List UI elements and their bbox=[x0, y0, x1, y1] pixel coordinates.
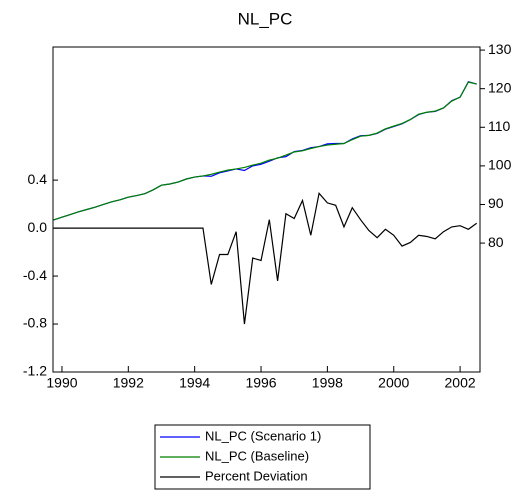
x-tick-label: 1992 bbox=[113, 375, 144, 391]
plot-frame bbox=[52, 46, 481, 373]
x-tick-label: 2002 bbox=[445, 375, 476, 391]
series-line bbox=[53, 191, 478, 325]
legend-label: NL_PC (Baseline) bbox=[205, 448, 309, 463]
y-tick-label: 0.0 bbox=[28, 219, 48, 235]
y2-tick-label: 80 bbox=[488, 234, 504, 250]
x-tick-label: 1998 bbox=[312, 375, 343, 391]
chart-title: NL_PC bbox=[238, 9, 293, 28]
x-tick-label: 1996 bbox=[245, 375, 276, 391]
legend-label: Percent Deviation bbox=[205, 468, 308, 483]
y-tick-label: -0.4 bbox=[23, 267, 47, 283]
y-tick-label: -0.8 bbox=[23, 315, 47, 331]
y-tick-label: -1.2 bbox=[23, 363, 47, 379]
y2-tick-label: 90 bbox=[488, 195, 504, 211]
x-tick-label: 2000 bbox=[378, 375, 409, 391]
y2-tick-label: 120 bbox=[488, 79, 512, 95]
y2-tick-label: 130 bbox=[488, 41, 512, 57]
x-tick-label: 1990 bbox=[46, 375, 77, 391]
x-tick-label: 1994 bbox=[179, 375, 210, 391]
series-line bbox=[53, 81, 477, 221]
y2-tick-label: 110 bbox=[488, 118, 511, 134]
series-line bbox=[53, 81, 477, 221]
y-tick-label: 0.4 bbox=[28, 171, 48, 187]
legend-box bbox=[154, 424, 371, 490]
legend-label: NL_PC (Scenario 1) bbox=[205, 428, 321, 443]
y2-tick-label: 100 bbox=[488, 157, 512, 173]
